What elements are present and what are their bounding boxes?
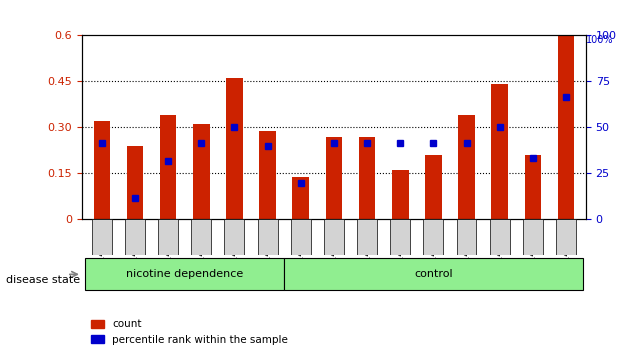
FancyBboxPatch shape — [192, 219, 211, 255]
FancyBboxPatch shape — [324, 219, 344, 255]
Bar — [491, 85, 508, 219]
FancyBboxPatch shape — [357, 219, 377, 255]
Bar — [558, 35, 575, 219]
FancyBboxPatch shape — [224, 219, 244, 255]
Bar — [93, 121, 110, 219]
FancyBboxPatch shape — [490, 219, 510, 255]
Bar — [458, 115, 475, 219]
FancyBboxPatch shape — [85, 258, 284, 290]
Bar — [193, 124, 210, 219]
FancyBboxPatch shape — [291, 219, 311, 255]
Bar — [525, 155, 541, 219]
Bar — [226, 78, 243, 219]
FancyBboxPatch shape — [92, 219, 112, 255]
FancyBboxPatch shape — [556, 219, 576, 255]
Bar — [127, 146, 143, 219]
Bar — [260, 131, 276, 219]
Bar — [425, 155, 442, 219]
FancyBboxPatch shape — [423, 219, 444, 255]
Bar — [392, 170, 408, 219]
Bar — [358, 137, 375, 219]
FancyBboxPatch shape — [457, 219, 476, 255]
Bar — [326, 137, 342, 219]
Text: nicotine dependence: nicotine dependence — [126, 269, 243, 279]
Bar — [292, 177, 309, 219]
FancyBboxPatch shape — [390, 219, 410, 255]
Text: disease state: disease state — [6, 275, 81, 285]
Text: control: control — [414, 269, 453, 279]
FancyBboxPatch shape — [258, 219, 278, 255]
FancyBboxPatch shape — [125, 219, 145, 255]
FancyBboxPatch shape — [523, 219, 543, 255]
Legend: count, percentile rank within the sample: count, percentile rank within the sample — [87, 315, 292, 349]
Text: 100%: 100% — [586, 35, 614, 45]
FancyBboxPatch shape — [284, 258, 583, 290]
Bar — [160, 115, 176, 219]
FancyBboxPatch shape — [158, 219, 178, 255]
